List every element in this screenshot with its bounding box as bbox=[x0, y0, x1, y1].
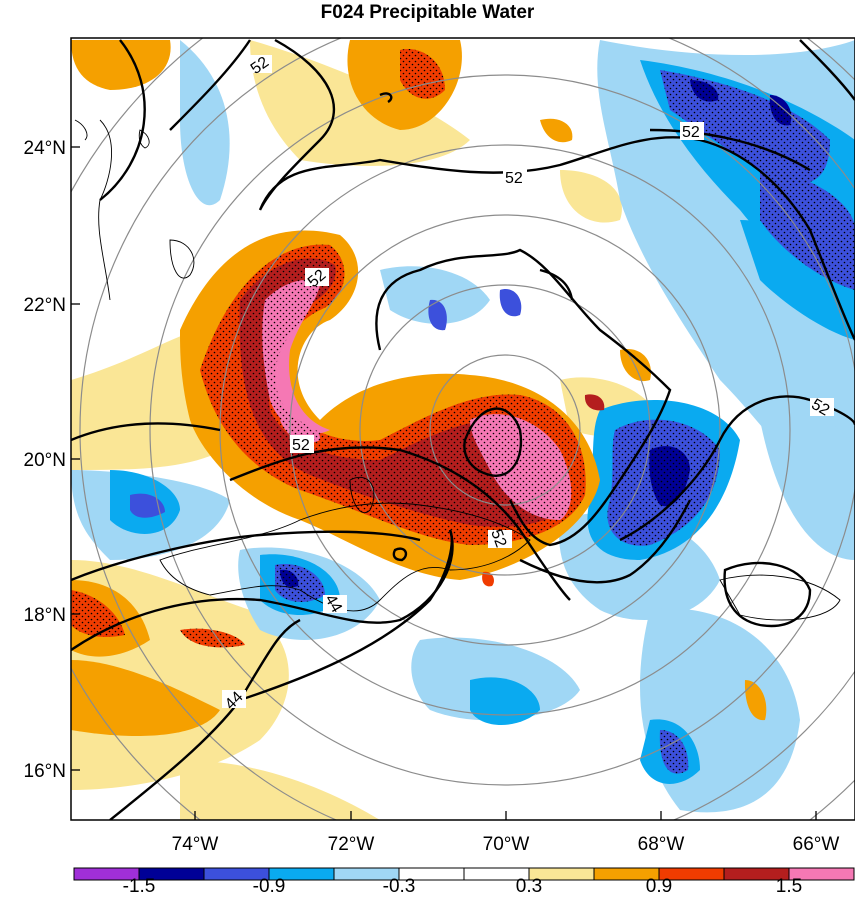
contour-label: 52 bbox=[292, 437, 310, 454]
colorbar-label: 0.9 bbox=[646, 876, 672, 897]
lat-tick-label: 20°N bbox=[24, 450, 66, 471]
colorbar-label: 1.5 bbox=[776, 876, 802, 897]
lon-tick-label: 72°W bbox=[328, 834, 375, 855]
lon-tick-label: 68°W bbox=[638, 834, 685, 855]
colorbar-segment bbox=[788, 867, 855, 881]
colorbar bbox=[73, 867, 855, 881]
contour-label: 52 bbox=[682, 124, 700, 141]
lat-tick-label: 18°N bbox=[24, 605, 66, 626]
lat-tick-label: 16°N bbox=[24, 761, 66, 782]
range-rings bbox=[71, 38, 855, 820]
contour-label: 52 bbox=[505, 170, 523, 187]
lat-tick-label: 24°N bbox=[24, 138, 66, 159]
plot-frame bbox=[70, 37, 855, 821]
contour-label: 44 bbox=[321, 592, 345, 616]
lon-tick-label: 74°W bbox=[172, 834, 219, 855]
lat-tick-label: 22°N bbox=[24, 295, 66, 316]
coastlines bbox=[74, 119, 841, 621]
lat-ticks bbox=[71, 146, 80, 771]
colorbar-label: 0.3 bbox=[516, 876, 542, 897]
lon-tick-label: 70°W bbox=[483, 834, 530, 855]
contour-label: 52 bbox=[487, 527, 509, 550]
significance-stippling bbox=[71, 49, 855, 774]
colorbar-label: -1.5 bbox=[123, 876, 156, 897]
lon-tick-label: 66°W bbox=[793, 834, 840, 855]
contour-label: 52 bbox=[808, 396, 832, 420]
lon-ticks bbox=[194, 811, 817, 820]
colorbar-label: -0.3 bbox=[383, 876, 416, 897]
chart-title: F024 Precipitable Water bbox=[320, 2, 535, 23]
colorbar-label: -0.9 bbox=[253, 876, 286, 897]
pw-contours bbox=[71, 38, 855, 820]
